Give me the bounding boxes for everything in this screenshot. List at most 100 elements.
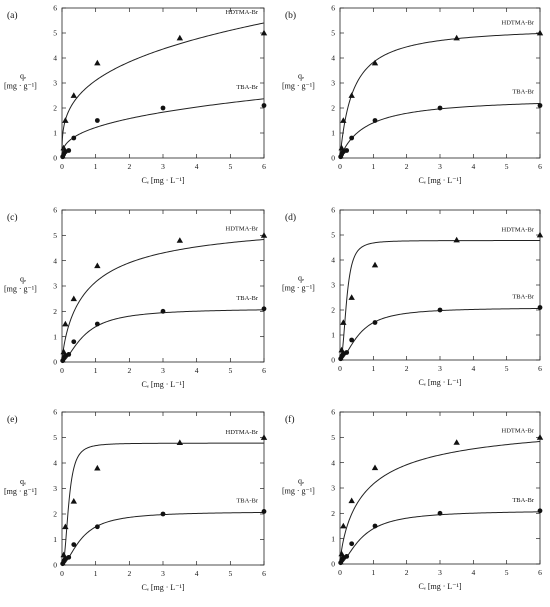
data-point-tba-br (66, 148, 72, 153)
data-point-hdtma-br (371, 59, 379, 66)
data-point-hdtma-br (94, 59, 101, 66)
data-point-tba-br (66, 554, 72, 560)
chart-panel-f: 0 1 2 3 4 5 6 0 1 2 3 4 5 6 (f) Cₑ [mg · L⁻¹] qₑ [mg · g⁻… (282, 408, 544, 591)
fit-line-hdtma-br (339, 32, 541, 158)
data-point-tba-br (344, 554, 350, 559)
y-axis-label-line: [mg · g⁻¹] (282, 82, 315, 91)
x-tick-label: 6 (262, 162, 266, 171)
panel-label: (b) (285, 10, 296, 21)
x-tick-label: 0 (60, 366, 64, 375)
x-tick-label: 6 (262, 366, 266, 375)
y-tick-label: 3 (53, 79, 57, 88)
data-point-tba-br (437, 307, 443, 313)
series-label-hdtma-br: HDTMA-Br (502, 227, 535, 234)
data-point-tba-br (66, 352, 72, 357)
series-label-hdtma-br: HDTMA-Br (226, 9, 259, 16)
x-tick-label: 6 (538, 364, 542, 373)
y-tick-label: 4 (53, 459, 57, 468)
y-tick-label: 2 (53, 307, 57, 316)
data-point-tba-br (71, 135, 77, 141)
panel-label: (f) (285, 414, 295, 425)
data-point-hdtma-br (453, 236, 460, 243)
y-tick-label: 6 (331, 4, 335, 13)
x-tick-label: 5 (228, 162, 232, 171)
x-tick-label: 2 (127, 569, 131, 578)
chart-panel-d: 0 1 2 3 4 5 6 0 1 2 3 4 5 6 (d) Cₑ [mg · L⁻¹] qₑ [mg · g⁻… (282, 206, 544, 387)
x-tick-label: 2 (405, 568, 409, 577)
data-point-hdtma-br (348, 497, 355, 504)
data-point-tba-br (349, 135, 355, 141)
x-tick-label: 0 (338, 364, 342, 373)
y-axis-label-line: qₑ (20, 72, 26, 81)
x-axis-label: Cₑ [mg · L⁻¹] (141, 380, 184, 389)
data-point-tba-br (372, 320, 378, 325)
data-point-hdtma-br (260, 232, 268, 238)
data-point-hdtma-br (176, 439, 184, 445)
chart-panel-c: 0 1 2 3 4 5 6 0 1 2 3 4 5 6 (c) Cₑ [mg · L⁻¹] qₑ [mg · g⁻… (4, 206, 268, 389)
y-tick-label: 4 (331, 54, 335, 63)
y-tick-label: 2 (53, 104, 57, 113)
x-tick-label: 4 (471, 162, 475, 171)
y-tick-label: 1 (331, 129, 335, 138)
data-point-tba-br (372, 118, 378, 123)
y-tick-label: 0 (53, 358, 57, 367)
data-point-tba-br (94, 321, 100, 327)
fit-line-hdtma-br (339, 441, 541, 564)
fit-line-tba-br (339, 102, 541, 159)
y-tick-label: 6 (53, 206, 57, 215)
data-point-tba-br (94, 118, 100, 123)
x-tick-label: 0 (60, 162, 64, 171)
y-tick-label: 4 (53, 256, 57, 265)
data-point-hdtma-br (70, 295, 77, 302)
fit-line-tba-br (61, 511, 265, 566)
y-axis-label: qₑ [mg · g⁻¹] (4, 477, 37, 496)
y-tick-label: 5 (53, 29, 57, 38)
y-tick-label: 3 (331, 484, 335, 493)
data-point-hdtma-br (340, 117, 347, 123)
chart-panel-e: 0 1 2 3 4 5 6 0 1 2 3 4 5 6 (e) Cₑ [mg · L⁻¹] qₑ [mg · g⁻… (4, 408, 268, 592)
y-axis-label-line: qₑ (298, 72, 304, 81)
data-point-tba-br (537, 103, 543, 108)
y-tick-label: 2 (331, 104, 335, 113)
y-tick-label: 6 (331, 408, 335, 417)
y-tick-label: 2 (331, 306, 335, 315)
y-tick-label: 1 (53, 129, 57, 138)
x-tick-label: 0 (60, 569, 64, 578)
y-tick-label: 5 (331, 433, 335, 442)
x-tick-label: 0 (338, 568, 342, 577)
data-point-tba-br (537, 508, 543, 514)
data-point-hdtma-br (94, 464, 101, 471)
x-tick-label: 1 (94, 162, 98, 171)
y-tick-label: 1 (53, 535, 57, 544)
y-tick-label: 4 (53, 54, 57, 63)
data-point-hdtma-br (536, 29, 544, 36)
x-tick-label: 2 (405, 162, 409, 171)
data-point-hdtma-br (260, 29, 268, 36)
y-tick-label: 1 (53, 332, 57, 341)
panel-label: (a) (7, 10, 18, 21)
data-point-hdtma-br (94, 262, 101, 269)
chart-panel-a: 0 1 2 3 4 5 6 0 1 2 3 4 5 6 (a) Cₑ [mg · L⁻¹] qₑ [mg · g⁻… (4, 4, 268, 185)
x-axis-label: Cₑ [mg · L⁻¹] (418, 378, 461, 387)
data-point-hdtma-br (453, 34, 460, 41)
series-label-tba-br: TBA-Br (236, 84, 259, 91)
y-tick-label: 5 (53, 433, 57, 442)
series-label-tba-br: TBA-Br (512, 497, 535, 504)
data-point-hdtma-br (176, 34, 184, 41)
x-tick-label: 4 (195, 569, 199, 578)
series-label-hdtma-br: HDTMA-Br (226, 226, 259, 233)
y-axis-label: qₑ [mg · g⁻¹] (282, 72, 315, 91)
x-tick-label: 5 (505, 364, 509, 373)
series-label-hdtma-br: HDTMA-Br (502, 428, 535, 435)
data-point-tba-br (160, 308, 166, 314)
x-tick-label: 5 (505, 162, 509, 171)
y-tick-label: 0 (331, 560, 335, 569)
x-tick-label: 3 (161, 366, 165, 375)
y-tick-label: 3 (53, 484, 57, 493)
panel-label: (c) (7, 212, 18, 223)
y-axis-label: qₑ [mg · g⁻¹] (282, 476, 315, 495)
x-tick-label: 4 (195, 162, 199, 171)
x-tick-label: 2 (127, 366, 131, 375)
series-label-tba-br: TBA-Br (236, 295, 259, 302)
data-point-hdtma-br (536, 231, 544, 238)
